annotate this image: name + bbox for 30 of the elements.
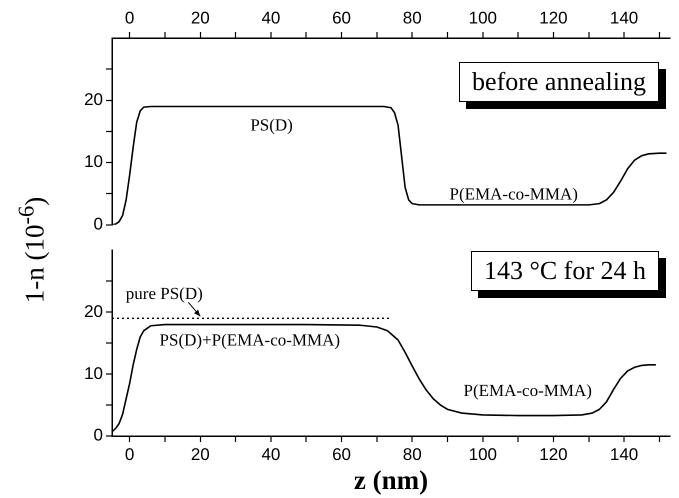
annotation: 143 °C for 24 h [470, 251, 659, 291]
x-tick-label: 140 [610, 444, 638, 464]
y-tick-label: 0 [94, 214, 103, 234]
annotation: P(EMA-co-MMA) [463, 380, 592, 400]
y-tick-label: 10 [84, 364, 103, 383]
x-tick-label: 120 [539, 444, 568, 464]
x-tick-label: 140 [610, 8, 638, 28]
x-tick-label: 100 [468, 444, 498, 464]
x-axis-title: z (nm) [354, 464, 428, 495]
x-tick-label: 60 [332, 8, 352, 28]
x-tick-label: 60 [332, 444, 352, 464]
x-tick-label: 20 [190, 444, 210, 464]
x-tick-label: 0 [124, 8, 134, 28]
annotation: pure PS(D) [126, 284, 203, 303]
x-tick-label: 80 [402, 444, 422, 464]
x-tick-label: 40 [261, 8, 280, 28]
y-tick-label: 0 [94, 426, 103, 445]
annotation: P(EMA-co-MMA) [450, 184, 578, 204]
y-tick-label: 10 [84, 152, 103, 172]
annotation: before annealing [459, 62, 659, 102]
y-tick-label: 20 [84, 302, 103, 321]
x-tick-label: 80 [402, 8, 422, 28]
x-tick-label: 0 [124, 444, 134, 464]
x-tick-label: 20 [190, 8, 210, 28]
annotation: PS(D) [250, 115, 293, 134]
y-tick-label: 20 [84, 90, 103, 109]
annotation: PS(D)+P(EMA-co-MMA) [160, 330, 340, 350]
x-tick-label: 120 [539, 8, 568, 28]
x-tick-label: 40 [261, 444, 280, 464]
x-tick-label: 100 [468, 8, 498, 28]
